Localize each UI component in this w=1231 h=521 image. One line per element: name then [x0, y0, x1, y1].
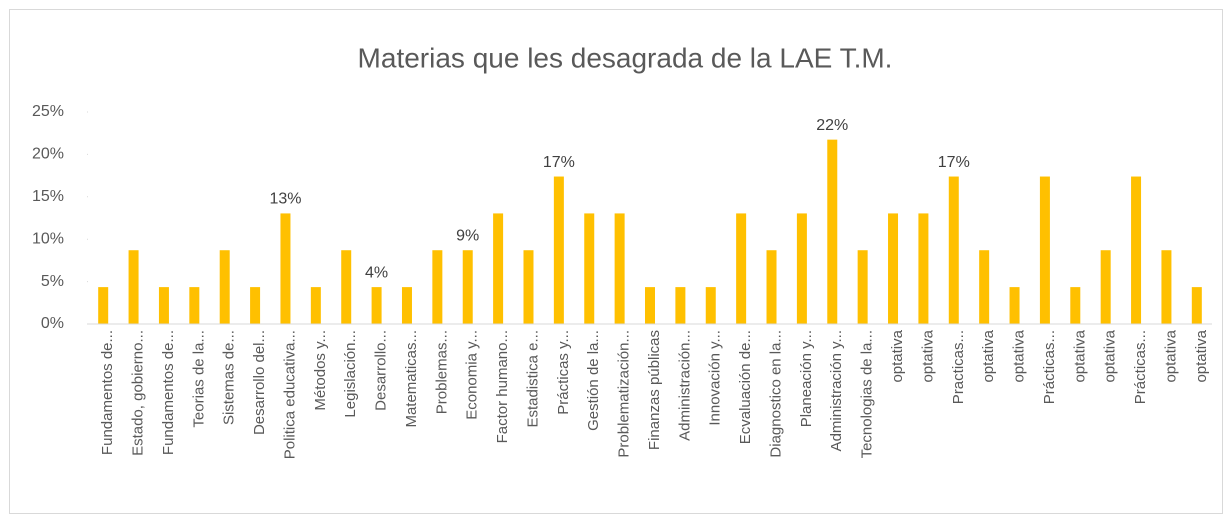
x-tick-label: Innovación y...	[707, 330, 724, 426]
x-tick-label: Factor humano...	[494, 330, 511, 443]
bar	[98, 287, 109, 324]
x-tick-label: Fundamentos de...	[160, 330, 177, 455]
x-tick-label: optativa	[1102, 329, 1119, 382]
data-label: 17%	[938, 154, 970, 171]
x-tick-label: optativa	[919, 329, 936, 382]
y-tick-label: 10%	[32, 230, 64, 247]
chart-title: Materias que les desagrada de la LAE T.M…	[358, 42, 893, 73]
bar	[645, 287, 655, 324]
x-tick-label: Métodos y...	[312, 330, 329, 411]
bar	[675, 287, 686, 324]
bar	[614, 213, 625, 324]
x-tick-label: Finanzas públicas	[646, 330, 663, 450]
bar	[1009, 287, 1020, 324]
bar	[796, 213, 807, 324]
data-label: 13%	[269, 191, 301, 208]
x-tick-label: Prácticas y...	[555, 330, 572, 415]
x-tick-label: Prácticas...	[1041, 330, 1058, 404]
x-tick-label: Administración...	[676, 330, 693, 441]
bar	[1161, 250, 1172, 324]
bar	[553, 176, 564, 324]
x-tick-label: Teorias de la...	[190, 330, 207, 428]
bar	[1100, 250, 1111, 324]
bar	[918, 213, 929, 324]
y-tick-label: 20%	[32, 146, 64, 163]
data-label: 9%	[456, 227, 479, 244]
x-tick-label: optativa	[1071, 329, 1088, 382]
bar	[888, 213, 899, 324]
bar	[1070, 287, 1081, 324]
bar	[827, 139, 838, 324]
bar	[158, 287, 169, 324]
x-tick-label: Legislación...	[342, 330, 359, 418]
bar	[401, 287, 412, 324]
x-tick-label: Diagnostico en la...	[767, 330, 784, 458]
bar	[523, 250, 534, 324]
x-tick-label: Problematización...	[616, 330, 633, 458]
bar	[189, 287, 200, 324]
bar	[462, 250, 473, 324]
bar	[1131, 176, 1142, 324]
bar	[766, 250, 777, 324]
x-tick-label: optativa	[889, 329, 906, 382]
data-label: 4%	[365, 264, 388, 281]
x-tick-label: Economia y...	[464, 330, 481, 420]
bar	[705, 287, 716, 324]
x-tick-label: Matematicas...	[403, 330, 420, 428]
bar	[736, 213, 747, 324]
y-tick-label: 0%	[41, 315, 64, 332]
x-tick-label: optativa	[1011, 329, 1028, 382]
data-label: 17%	[543, 154, 575, 171]
x-tick-label: Fundamentos de...	[99, 330, 116, 455]
bar	[432, 250, 443, 324]
x-tick-label: Ecvaluación de...	[737, 330, 754, 444]
x-tick-label: Politica educativa...	[281, 330, 298, 459]
x-tick-label: Prácticas...	[1132, 330, 1149, 404]
x-tick-label: Administración y...	[828, 330, 845, 451]
bar	[280, 213, 291, 324]
y-tick-label: 15%	[32, 188, 64, 205]
x-tick-label: optativa	[1193, 329, 1210, 382]
x-tick-label: Tecnologias de la...	[859, 330, 876, 458]
x-tick-label: optativa	[1162, 329, 1179, 382]
bar	[341, 250, 352, 324]
x-tick-label: Gestión de la...	[585, 330, 602, 431]
x-tick-label: Desarrollo del...	[251, 330, 268, 435]
y-tick-label: 5%	[41, 273, 64, 290]
bar	[857, 250, 868, 324]
bar	[584, 213, 595, 324]
x-tick-label: Problemas...	[433, 330, 450, 414]
x-tick-label: optativa	[980, 329, 997, 382]
bar	[493, 213, 504, 324]
bar	[128, 250, 139, 324]
bar	[250, 287, 261, 324]
bar	[371, 287, 382, 324]
bar	[1191, 287, 1202, 324]
x-tick-label: Estadistica e...	[524, 330, 541, 428]
bar	[1039, 176, 1050, 324]
x-tick-label: Practicas...	[950, 330, 967, 404]
bar	[310, 287, 321, 324]
x-tick-label: Desarrollo...	[373, 330, 390, 411]
x-tick-label: Sistemas de...	[221, 330, 238, 425]
x-tick-label: Estado, gobierno...	[130, 330, 147, 456]
bar	[948, 176, 959, 324]
data-label: 22%	[816, 117, 848, 134]
x-tick-label: Planeación y...	[798, 330, 815, 427]
bar	[979, 250, 990, 324]
bar	[219, 250, 230, 324]
y-tick-label: 25%	[32, 103, 64, 120]
